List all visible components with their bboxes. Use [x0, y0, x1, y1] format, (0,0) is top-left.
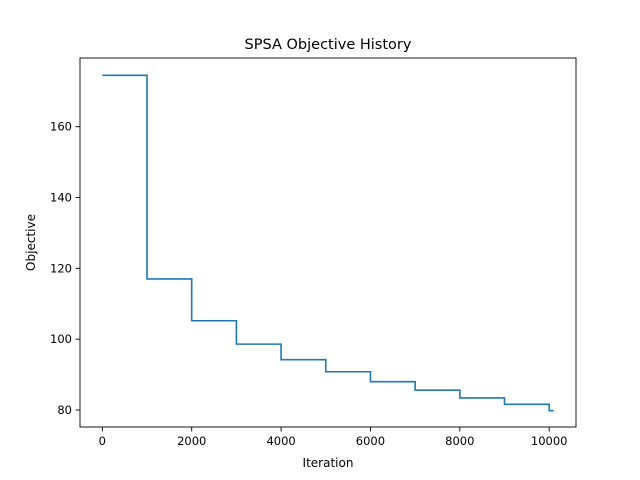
- y-tick-label: 120: [50, 261, 72, 275]
- plot-area-frame: [79, 57, 577, 428]
- y-tick-label: 140: [50, 191, 72, 205]
- y-tick-label: 160: [50, 120, 72, 134]
- x-tick-label: 6000: [356, 434, 385, 448]
- x-tick-label: 2000: [177, 434, 206, 448]
- y-axis-label: Objective: [24, 214, 38, 271]
- x-tick-label: 4000: [266, 434, 295, 448]
- y-tick-label: 100: [50, 332, 72, 346]
- chart-title: SPSA Objective History: [245, 37, 412, 53]
- x-tick-label: 10000: [531, 434, 568, 448]
- y-tick-label: 80: [57, 403, 72, 417]
- x-axis-ticks: 0 2000 4000 6000 8000 10000: [99, 427, 568, 448]
- x-tick-label: 0: [99, 434, 106, 448]
- y-axis-ticks: 80 100 120 140 160: [50, 120, 80, 417]
- x-tick-label: 8000: [445, 434, 474, 448]
- x-axis-label: Iteration: [303, 456, 354, 470]
- series-line: [102, 74, 554, 412]
